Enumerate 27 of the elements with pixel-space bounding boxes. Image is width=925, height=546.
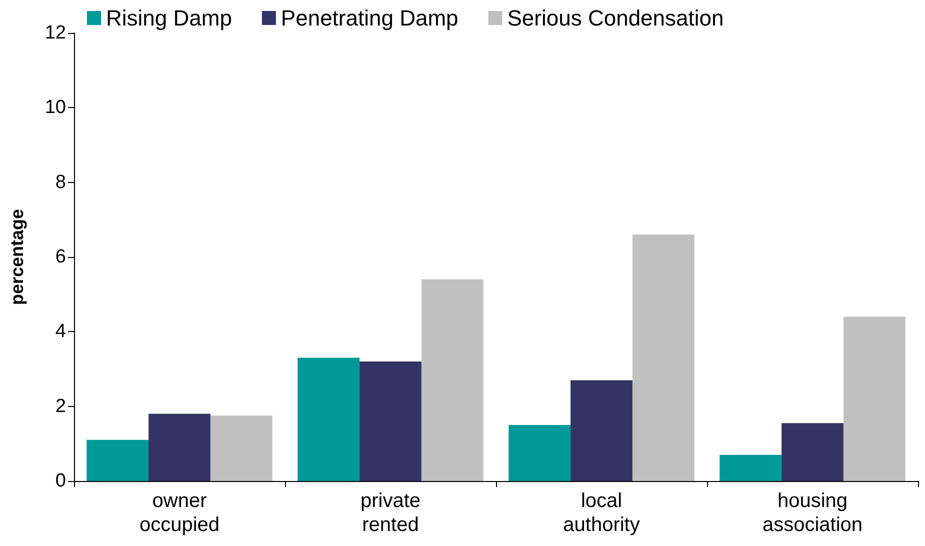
bar <box>720 454 782 481</box>
x-tick-label: local authority <box>563 490 640 536</box>
y-tick-label: 4 <box>55 321 66 342</box>
bar <box>843 316 906 481</box>
legend-label: Penetrating Damp <box>280 6 458 30</box>
bar <box>86 440 149 481</box>
bar <box>632 234 694 481</box>
y-tick-label: 0 <box>55 470 66 492</box>
y-tick-label: 12 <box>44 22 66 44</box>
y-tick-label: 10 <box>44 97 66 118</box>
y-axis-title: percentage <box>7 208 27 306</box>
legend-label: Rising Damp <box>106 6 232 30</box>
x-tick-label: private rented <box>360 490 421 536</box>
bar <box>360 362 422 481</box>
x-tick-label: owner occupied <box>139 490 220 536</box>
bar <box>570 380 632 481</box>
bar <box>782 423 844 481</box>
bar <box>210 416 272 481</box>
bar <box>148 414 210 481</box>
bar <box>421 279 484 481</box>
bar <box>508 425 571 481</box>
y-tick-label: 2 <box>55 396 66 417</box>
y-tick-label: 8 <box>55 172 66 193</box>
y-tick-label: 6 <box>55 246 66 268</box>
legend-label: Serious Condensation <box>507 6 724 30</box>
x-tick-label: housing association <box>762 490 863 536</box>
bar <box>298 358 360 481</box>
